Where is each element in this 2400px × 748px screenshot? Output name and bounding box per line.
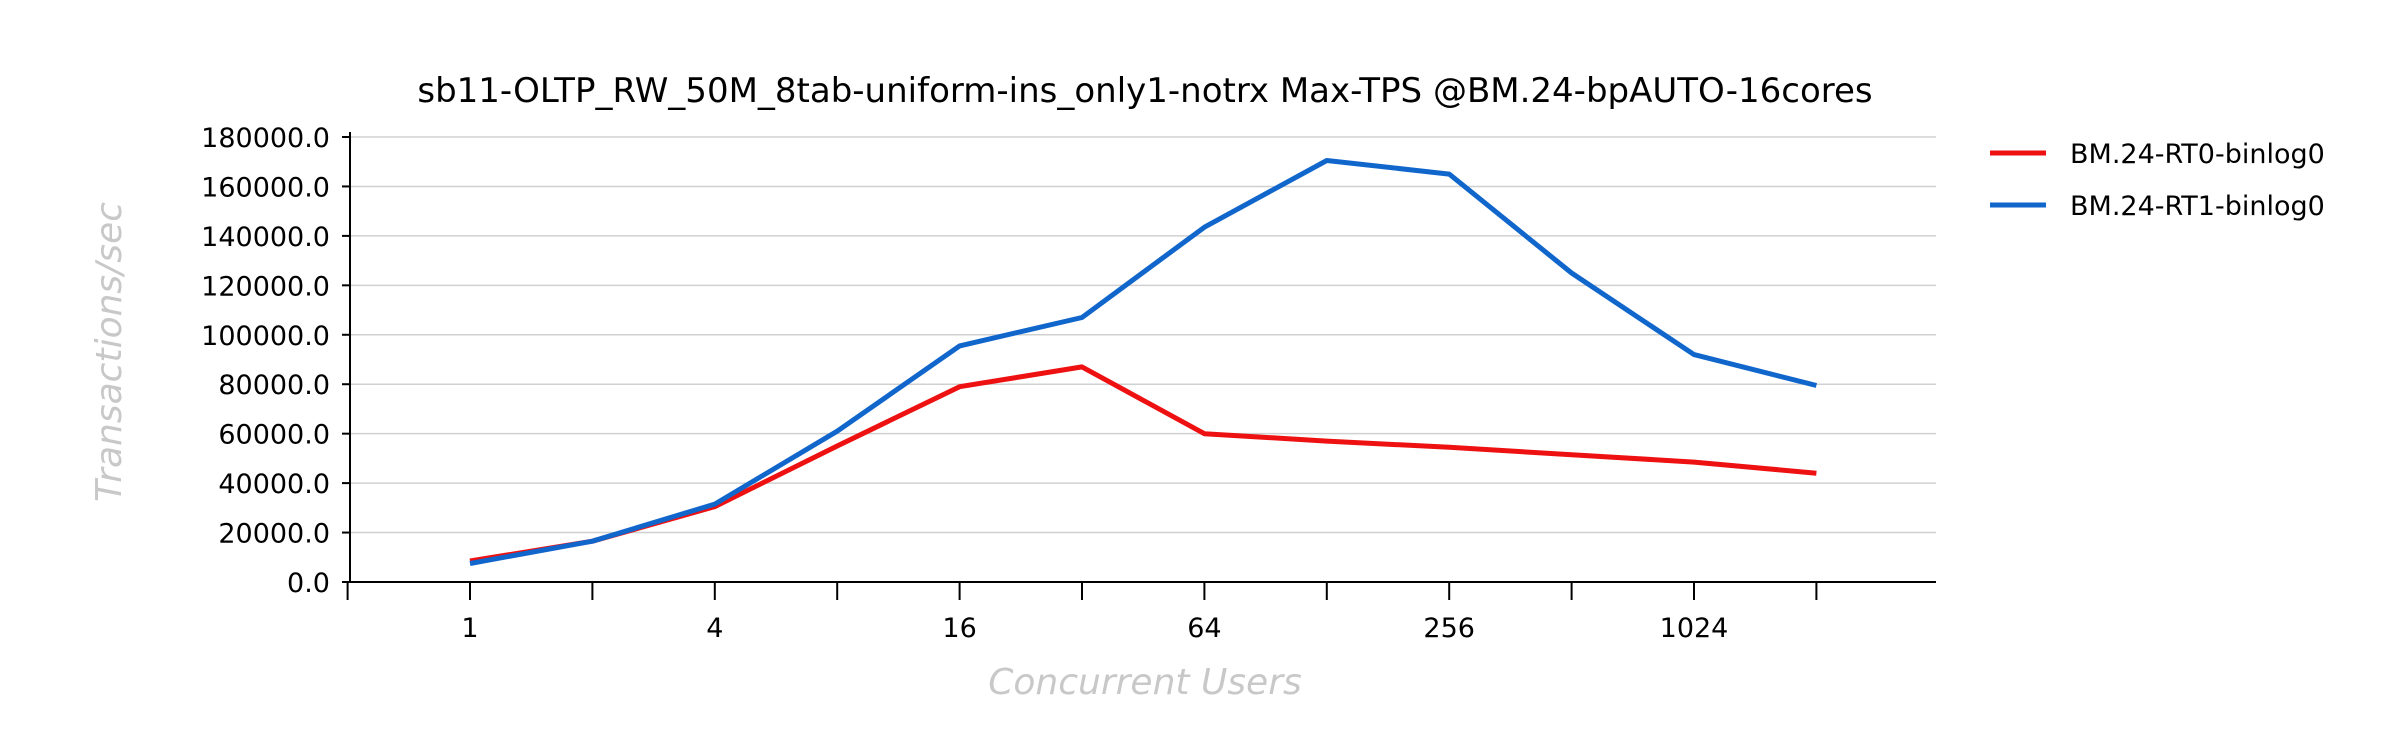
x-tick-label: 256	[1423, 613, 1475, 644]
y-tick-label: 80000.0	[218, 370, 330, 401]
axes	[349, 132, 1936, 583]
chart-title: sb11-OLTP_RW_50M_8tab-uniform-ins_only1-…	[417, 71, 1872, 111]
legend-label: BM.24-RT0-binlog0	[2070, 139, 2325, 170]
y-tick-label: 180000.0	[201, 123, 330, 154]
y-tick-label: 140000.0	[201, 222, 330, 253]
x-tick-label: 4	[706, 613, 723, 644]
y-tick-label: 60000.0	[218, 420, 330, 451]
x-tick-label: 1	[461, 613, 478, 644]
x-tick-label: 64	[1187, 613, 1221, 644]
x-tick-labels: 1 4 16 64 256 1024	[346, 582, 1818, 644]
y-axis-label: Transactions/sec	[89, 202, 130, 502]
x-axis-label: Concurrent Users	[988, 662, 1302, 703]
legend: BM.24-RT0-binlog0 BM.24-RT1-binlog0	[1990, 139, 2325, 222]
y-tick-label: 0.0	[287, 568, 330, 599]
series-line-2	[469, 158, 1818, 566]
legend-label: BM.24-RT1-binlog0	[2070, 191, 2325, 222]
y-tick-label: 40000.0	[218, 469, 330, 500]
y-tick-label: 160000.0	[201, 172, 330, 203]
y-tick-label: 100000.0	[201, 321, 330, 352]
series-lines	[469, 158, 1818, 566]
y-tick-label: 20000.0	[218, 519, 330, 550]
x-tick-label: 1024	[1660, 613, 1729, 644]
y-tick-labels: 0.0 20000.0 40000.0 60000.0 80000.0 100000.0 1…	[201, 123, 350, 599]
grid-lines	[350, 136, 1936, 534]
x-tick-label: 16	[942, 613, 976, 644]
y-tick-label: 120000.0	[201, 271, 330, 302]
